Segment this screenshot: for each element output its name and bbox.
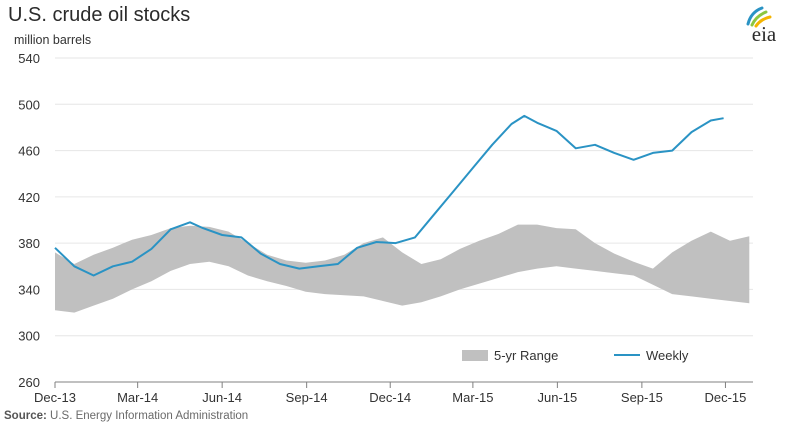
- x-tick-label: Jun-15: [538, 390, 578, 405]
- legend-range-swatch: [462, 350, 488, 361]
- source-label: Source:: [4, 410, 47, 422]
- x-tick-label: Dec-13: [34, 390, 76, 405]
- x-tick-label: Sep-14: [286, 390, 328, 405]
- x-tick-label: Dec-14: [369, 390, 411, 405]
- x-tick-label: Dec-15: [704, 390, 746, 405]
- y-tick-label: 380: [18, 236, 40, 251]
- x-tick-label: Mar-15: [452, 390, 493, 405]
- x-tick-label: Mar-14: [117, 390, 158, 405]
- legend-weekly-label: Weekly: [646, 348, 689, 363]
- eia-logo-text: eia: [752, 22, 777, 44]
- y-tick-label: 260: [18, 375, 40, 390]
- y-tick-label: 420: [18, 190, 40, 205]
- eia-logo: eia: [742, 4, 786, 46]
- y-tick-label: 300: [18, 329, 40, 344]
- chart-title: U.S. crude oil stocks: [8, 4, 191, 26]
- y-tick-label: 500: [18, 97, 40, 112]
- source-text: U.S. Energy Information Administration: [50, 410, 249, 422]
- y-axis-unit-label: million barrels: [14, 33, 92, 47]
- weekly-series-line: [54, 114, 724, 277]
- legend-range-label: 5-yr Range: [494, 348, 558, 363]
- eia-logo-icon: eia: [746, 6, 777, 46]
- source-note: Source: U.S. Energy Information Administ…: [4, 410, 248, 422]
- x-tick-label: Jun-14: [202, 390, 242, 405]
- y-tick-label: 460: [18, 144, 40, 159]
- y-tick-label: 540: [18, 51, 40, 66]
- five-year-range-band: [55, 224, 750, 313]
- x-tick-label: Sep-15: [621, 390, 663, 405]
- y-tick-label: 340: [18, 282, 40, 297]
